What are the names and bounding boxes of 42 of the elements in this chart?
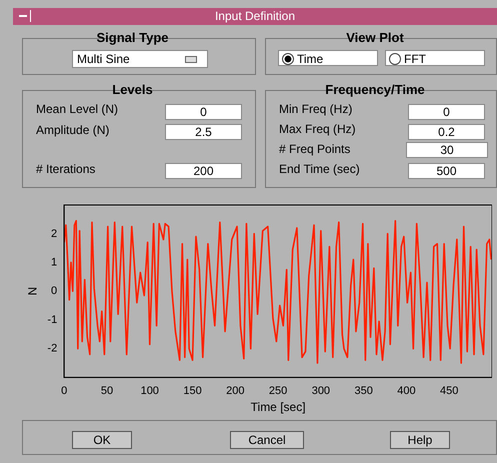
text: 2.5 — [165, 124, 242, 140]
y-tick-label: -2 — [47, 342, 58, 355]
x-tick-label: 300 — [312, 385, 330, 398]
text: View Plot — [345, 30, 405, 45]
x-tick-label: 450 — [440, 385, 458, 398]
y-tick-label: 2 — [51, 228, 58, 240]
text: OK — [72, 431, 132, 449]
text: Time — [278, 50, 378, 66]
x-tick-label: 150 — [183, 385, 202, 398]
text: Mean Level (N) — [36, 102, 118, 116]
y-tick-label: 0 — [51, 285, 58, 298]
text: Frequency/Time — [324, 82, 426, 97]
text: FFT — [385, 50, 485, 66]
x-axis-title: Time [sec] — [250, 400, 306, 414]
text: Multi Sine — [72, 50, 208, 68]
text: 500 — [408, 163, 485, 179]
x-tick-label: 400 — [397, 385, 416, 398]
text: Signal Type — [96, 30, 170, 45]
y-axis-title: N — [26, 286, 40, 296]
x-tick-label: 50 — [100, 385, 114, 398]
text: End Time (sec) — [279, 162, 360, 176]
text: 0 — [165, 104, 242, 120]
x-tick-label: 250 — [268, 385, 288, 398]
x-tick-label: 350 — [354, 385, 373, 398]
text: # Freq Points — [279, 142, 350, 156]
x-tick-label: 200 — [226, 385, 244, 398]
text: Cancel — [230, 431, 304, 449]
y-tick-label: -1 — [47, 314, 58, 326]
x-tick-label: 0 — [61, 385, 68, 398]
text: Min Freq (Hz) — [279, 102, 352, 116]
text: Amplitude (N) — [36, 123, 110, 137]
x-tick-label: 100 — [140, 385, 159, 398]
text: 200 — [165, 163, 242, 179]
text: # Iterations — [36, 162, 96, 176]
text: Levels — [111, 82, 154, 97]
text: Help — [390, 431, 450, 449]
text: 30 — [406, 142, 488, 158]
text: 0.2 — [408, 124, 485, 140]
text: Input Definition — [13, 8, 497, 25]
y-tick-label: 1 — [51, 256, 58, 268]
text: 0 — [408, 104, 485, 120]
text: Max Freq (Hz) — [279, 122, 356, 136]
